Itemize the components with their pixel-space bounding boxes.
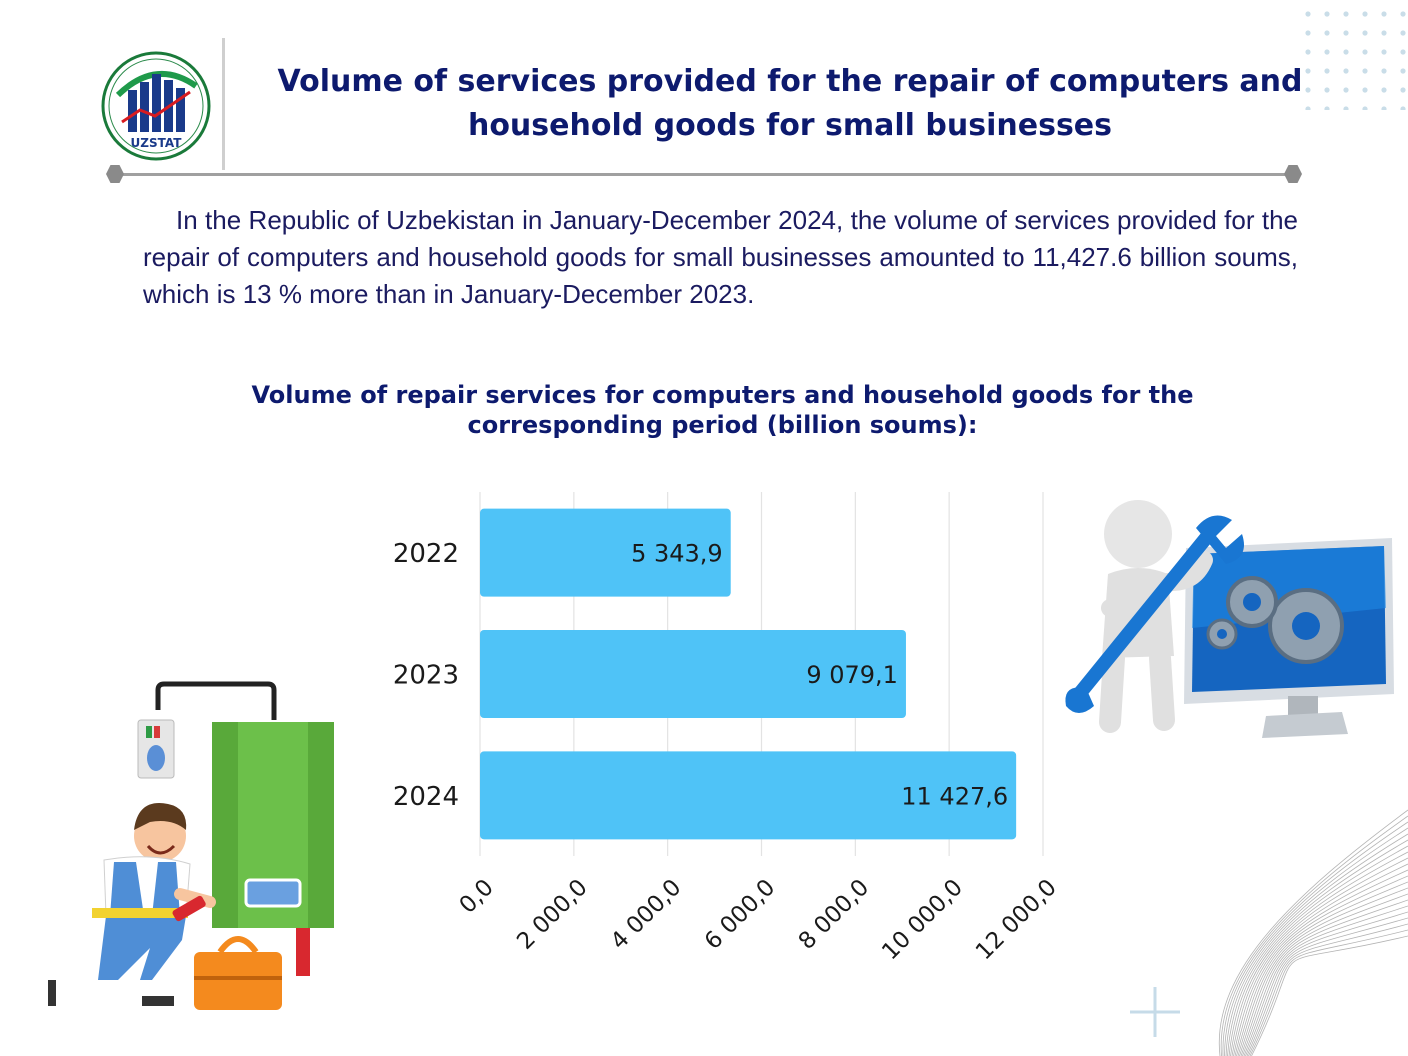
y-tick-label: 2023 — [393, 661, 459, 691]
decor-dot — [1400, 11, 1406, 17]
decor-dot — [1305, 30, 1311, 36]
decor-wave-line — [1225, 833, 1408, 1056]
decor-wave-line — [1224, 827, 1408, 1056]
x-tick-label: 10 000,0 — [877, 874, 968, 965]
decor-dot — [1324, 106, 1330, 110]
decor-wave-line — [1243, 905, 1408, 1056]
logo-wordmark: UZSTAT — [131, 136, 183, 150]
header-divider — [222, 38, 225, 170]
decor-dot — [1362, 68, 1368, 74]
decor-dot — [1305, 87, 1311, 93]
decor-dot — [1343, 106, 1349, 110]
summary-paragraph: In the Republic of Uzbekistan in January… — [143, 205, 1298, 309]
decorative-wave-lines — [1218, 809, 1408, 1056]
decor-wave-line — [1222, 821, 1408, 1056]
decor-dot — [1381, 30, 1387, 36]
decor-dot — [1362, 11, 1368, 17]
decor-wave-line — [1233, 863, 1408, 1056]
decor-wave-line — [1246, 917, 1408, 1056]
decor-dot — [1324, 49, 1330, 55]
decor-dot — [1362, 87, 1368, 93]
decor-wave-line — [1248, 923, 1408, 1056]
chart-title: Volume of repair services for computers … — [200, 380, 1245, 440]
decor-dot — [1400, 87, 1406, 93]
bar-2024 — [480, 751, 1017, 840]
decorative-dots — [1305, 11, 1406, 110]
decor-dot — [1362, 106, 1368, 110]
x-tick-label: 0,0 — [455, 874, 499, 918]
x-tick-label: 2 000,0 — [512, 874, 592, 954]
x-tick-label: 12 000,0 — [971, 874, 1062, 965]
decor-dot — [1343, 11, 1349, 17]
repairman-illustration — [48, 681, 334, 1010]
x-tick-label: 8 000,0 — [794, 874, 874, 954]
decor-wave-line — [1231, 857, 1408, 1056]
chart-title-line1: Volume of repair services for computers … — [251, 381, 1194, 409]
x-tick-label: 6 000,0 — [700, 874, 780, 954]
decor-dot — [1343, 68, 1349, 74]
decor-dot — [1400, 49, 1406, 55]
rule-end-left — [106, 165, 124, 183]
decor-dot — [1400, 68, 1406, 74]
decor-dot — [1362, 49, 1368, 55]
page-title: Volume of services provided for the repa… — [260, 60, 1320, 148]
decor-wave-line — [1245, 911, 1408, 1056]
header-rule — [112, 173, 1294, 176]
page-title-line2: household goods for small businesses — [467, 108, 1113, 143]
decor-dot — [1305, 49, 1311, 55]
decor-wave-line — [1234, 869, 1408, 1056]
decor-dot — [1324, 68, 1330, 74]
decor-dot — [1381, 106, 1387, 110]
decor-dot — [1305, 68, 1311, 74]
decor-wave-line — [1249, 929, 1408, 1056]
decor-wave-line — [1230, 851, 1408, 1056]
bar-2023 — [480, 630, 906, 718]
decor-wave-line — [1240, 893, 1408, 1056]
decor-dot — [1381, 68, 1387, 74]
decor-wave-line — [1220, 815, 1408, 1056]
chart-title-line2: corresponding period (billion soums): — [467, 411, 978, 439]
decor-wave-line — [1228, 845, 1408, 1056]
x-tick-label: 4 000,0 — [606, 874, 686, 954]
bar-value-label: 9 079,1 — [806, 661, 898, 689]
decor-dot — [1362, 30, 1368, 36]
decor-dot — [1381, 11, 1387, 17]
decor-dot — [1305, 11, 1311, 17]
decor-wave-line — [1242, 899, 1408, 1056]
decor-wave-line — [1237, 881, 1408, 1056]
decor-dot — [1343, 87, 1349, 93]
computer-repair-illustration — [1065, 500, 1394, 738]
decor-dot — [1400, 30, 1406, 36]
bar-value-label: 11 427,6 — [901, 782, 1008, 810]
bar-2022 — [480, 508, 731, 597]
decor-dot — [1381, 49, 1387, 55]
uzstat-logo: UZSTAT — [101, 51, 211, 161]
decor-dot — [1324, 87, 1330, 93]
decor-wave-line — [1251, 935, 1408, 1056]
decor-dot — [1381, 87, 1387, 93]
decor-wave-line — [1236, 875, 1408, 1056]
decor-dot — [1400, 106, 1406, 110]
page-title-line1: Volume of services provided for the repa… — [277, 64, 1303, 99]
decor-dot — [1305, 106, 1311, 110]
decorative-plus — [1130, 987, 1180, 1037]
decor-dot — [1324, 11, 1330, 17]
bar-value-label: 5 343,9 — [631, 540, 723, 568]
decor-wave-line — [1218, 809, 1408, 1056]
decor-dot — [1343, 49, 1349, 55]
decor-dot — [1343, 30, 1349, 36]
y-tick-label: 2022 — [393, 539, 459, 569]
decor-wave-line — [1239, 887, 1408, 1056]
y-tick-label: 2024 — [393, 782, 459, 812]
decor-wave-line — [1227, 839, 1408, 1056]
rule-end-right — [1284, 165, 1302, 183]
decor-dot — [1324, 30, 1330, 36]
